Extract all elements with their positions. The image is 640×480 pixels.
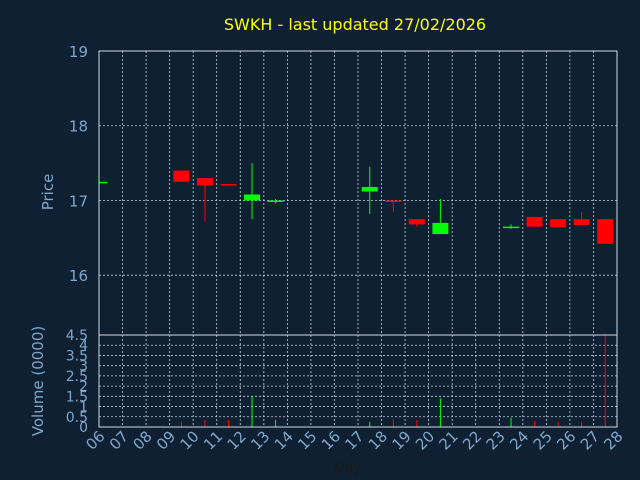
volume-tick-label: 0 <box>79 420 88 436</box>
volume-tick-label: 2 <box>79 379 88 395</box>
volume-tick-label: 1 <box>79 400 88 416</box>
candle-body <box>503 226 520 229</box>
candle-body <box>267 200 284 202</box>
candle-body <box>196 178 213 186</box>
volume-tick-label: 3.5 <box>66 348 88 364</box>
volume-tick-label: 2.5 <box>66 369 88 385</box>
candle-body <box>526 216 543 227</box>
candle-body <box>550 219 567 228</box>
candle-body <box>361 187 378 192</box>
volume-tick-label: 0.5 <box>66 410 88 426</box>
price-tick-label: 17 <box>69 192 88 210</box>
volume-tick-label: 4 <box>79 338 88 354</box>
candle-body <box>99 181 107 184</box>
candle-body <box>244 194 261 201</box>
grid-layer <box>99 51 617 427</box>
candle-body <box>385 200 402 202</box>
marks-layer <box>99 163 614 427</box>
candle-body <box>173 170 190 182</box>
candle-body <box>573 219 590 226</box>
price-tick-label: 18 <box>69 118 88 136</box>
volume-tick-label: 3 <box>79 359 88 375</box>
volume-panel-frame <box>98 334 618 428</box>
price-axis-label: Price <box>39 174 57 211</box>
candle-body <box>408 219 425 225</box>
volume-tick-label: 1.5 <box>66 389 88 405</box>
volume-axis-label: Volume (0000) <box>29 326 47 436</box>
volume-tick-label: 4.5 <box>66 328 88 344</box>
price-tick-label: 16 <box>69 267 88 285</box>
price-tick-label: 19 <box>69 43 88 61</box>
candle-body <box>597 219 614 244</box>
x-axis-label: Day <box>334 460 362 476</box>
candle-body <box>220 184 237 186</box>
candle-body <box>432 222 449 235</box>
chart-title: SWKH - last updated 27/02/2026 <box>224 15 486 34</box>
